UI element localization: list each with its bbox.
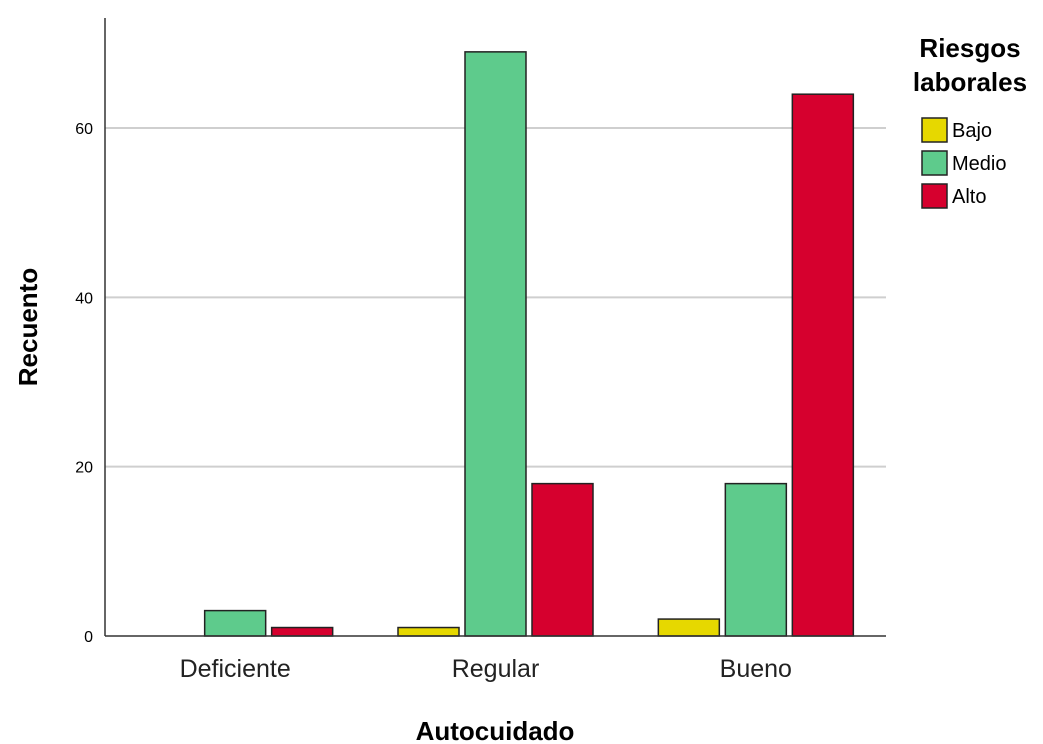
bar-alto-regular [531, 482, 594, 637]
bar-medio-regular [464, 51, 527, 637]
legend-title-line-2: laborales [913, 67, 1027, 97]
x-axis-title: Autocuidado [416, 716, 575, 744]
bar-alto-deficiente [270, 626, 334, 637]
legend-title-line-1: Riesgos [919, 33, 1020, 63]
legend-swatch-alto [921, 183, 948, 209]
legend-swatch-medio [921, 150, 948, 176]
y-tick-label: 20 [75, 460, 93, 477]
bars [203, 51, 855, 637]
y-axis-title: Recuento [13, 268, 43, 386]
y-tick-label: 0 [84, 629, 93, 646]
bar-medio-deficiente [203, 609, 267, 637]
y-tick-label: 40 [75, 290, 93, 307]
y-tick-labels: 0 20 40 60 [75, 121, 93, 646]
x-category-label: Deficiente [180, 655, 291, 683]
axes [104, 18, 886, 637]
x-category-label: Regular [452, 655, 540, 683]
bar-alto-bueno [791, 93, 855, 637]
bar-bajo-regular [397, 626, 460, 637]
legend-label-medio: Medio [952, 153, 1006, 175]
y-tick-label: 60 [75, 121, 93, 138]
x-category-label: Bueno [720, 655, 792, 683]
legend-items: Bajo Medio Alto [921, 117, 1006, 209]
bar-medio-bueno [724, 482, 788, 637]
legend-label-bajo: Bajo [952, 120, 992, 142]
legend-label-alto: Alto [952, 186, 986, 208]
x-category-labels: Deficiente Regular Bueno [180, 655, 792, 683]
legend: Riesgos laborales Bajo Medio Alto [913, 33, 1027, 209]
legend-swatch-bajo [921, 117, 948, 143]
bar-bajo-bueno [657, 618, 721, 637]
